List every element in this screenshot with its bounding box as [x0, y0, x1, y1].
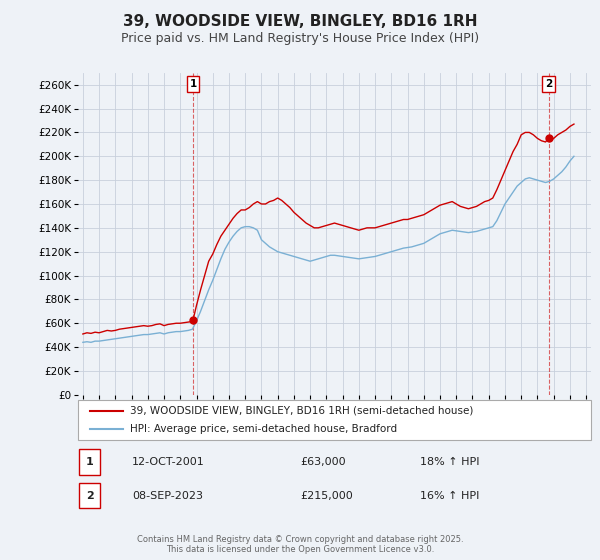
Text: HPI: Average price, semi-detached house, Bradford: HPI: Average price, semi-detached house,… — [130, 424, 397, 434]
Text: 12-OCT-2001: 12-OCT-2001 — [132, 457, 205, 467]
Text: 16% ↑ HPI: 16% ↑ HPI — [420, 491, 479, 501]
Text: Price paid vs. HM Land Registry's House Price Index (HPI): Price paid vs. HM Land Registry's House … — [121, 32, 479, 45]
Text: 39, WOODSIDE VIEW, BINGLEY, BD16 1RH: 39, WOODSIDE VIEW, BINGLEY, BD16 1RH — [123, 14, 477, 29]
Text: 39, WOODSIDE VIEW, BINGLEY, BD16 1RH (semi-detached house): 39, WOODSIDE VIEW, BINGLEY, BD16 1RH (se… — [130, 406, 473, 416]
Text: Contains HM Land Registry data © Crown copyright and database right 2025.
This d: Contains HM Land Registry data © Crown c… — [137, 535, 463, 554]
Text: 1: 1 — [190, 79, 197, 89]
Text: £215,000: £215,000 — [300, 491, 353, 501]
Text: £63,000: £63,000 — [300, 457, 346, 467]
Text: 08-SEP-2023: 08-SEP-2023 — [132, 491, 203, 501]
Text: 18% ↑ HPI: 18% ↑ HPI — [420, 457, 479, 467]
Text: 2: 2 — [545, 79, 552, 89]
Text: 2: 2 — [86, 491, 94, 501]
Text: 1: 1 — [86, 457, 94, 467]
